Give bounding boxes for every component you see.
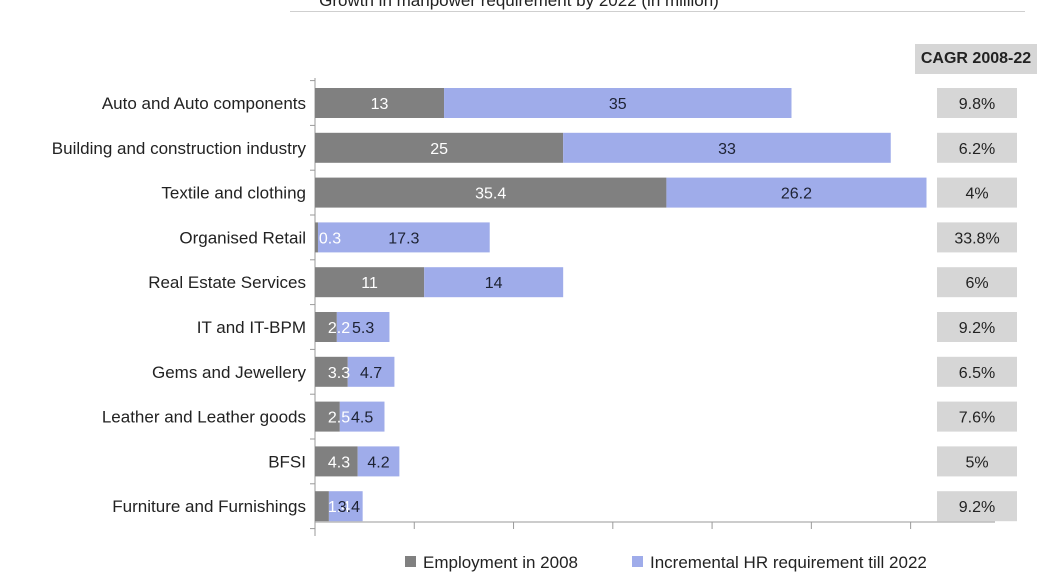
bar-employment-2008-auto-and-auto-components	[315, 88, 445, 118]
bar-incremental-leather-and-leather-goods	[339, 401, 385, 432]
bar-incremental-auto-and-auto-components	[444, 88, 792, 118]
legend-swatch-incremental	[632, 556, 643, 567]
cagr-value-it-and-it-bpm: 9.2%	[959, 320, 995, 337]
cagr-box-real-estate-services	[937, 267, 1017, 298]
data-label-employment-2008-bfsi: 4.3	[328, 454, 350, 471]
bar-employment-2008-organised-retail	[315, 222, 318, 253]
category-label-organised-retail: Organised Retail	[179, 228, 306, 247]
data-label-incremental-textile-and-clothing: 26.2	[781, 186, 812, 203]
chart-legend: Employment in 2008 Incremental HR requir…	[0, 552, 1038, 576]
bar-employment-2008-furniture-and-furnishings	[315, 491, 329, 522]
cagr-box-auto-and-auto-components	[937, 88, 1017, 118]
data-label-employment-2008-building-and-construction-industry: 25	[430, 141, 448, 158]
cagr-value-organised-retail: 33.8%	[954, 230, 999, 247]
data-label-employment-2008-organised-retail: 0.3	[319, 230, 341, 247]
bar-incremental-organised-retail	[317, 222, 490, 253]
category-label-real-estate-services: Real Estate Services	[148, 273, 306, 292]
cagr-value-bfsi: 5%	[965, 454, 988, 471]
data-label-incremental-organised-retail: 17.3	[388, 230, 419, 247]
data-label-employment-2008-real-estate-services: 11	[361, 275, 378, 292]
data-label-employment-2008-auto-and-auto-components: 13	[371, 96, 389, 113]
bar-incremental-furniture-and-furnishings	[328, 491, 363, 522]
cagr-value-furniture-and-furnishings: 9.2%	[959, 499, 995, 516]
cagr-value-real-estate-services: 6%	[965, 275, 988, 292]
cagr-value-gems-and-jewellery: 6.5%	[959, 365, 995, 382]
legend-label-employment-2008: Employment in 2008	[423, 553, 578, 572]
bar-employment-2008-it-and-it-bpm	[315, 312, 337, 342]
legend-label-incremental: Incremental HR requirement till 2022	[650, 553, 927, 572]
category-label-gems-and-jewellery: Gems and Jewellery	[152, 363, 307, 382]
data-label-employment-2008-leather-and-leather-goods: 2.5	[328, 410, 350, 427]
cagr-column-header: CAGR 2008-22	[915, 44, 1037, 74]
cagr-box-it-and-it-bpm	[937, 312, 1017, 342]
category-label-it-and-it-bpm: IT and IT-BPM	[197, 318, 306, 337]
data-label-incremental-gems-and-jewellery: 4.7	[360, 365, 382, 382]
data-label-incremental-building-and-construction-industry: 33	[718, 141, 736, 158]
bar-incremental-textile-and-clothing	[666, 177, 927, 208]
category-label-bfsi: BFSI	[268, 452, 306, 471]
title-divider	[290, 11, 1025, 12]
cagr-box-furniture-and-furnishings	[937, 491, 1017, 522]
bar-employment-2008-building-and-construction-industry	[315, 132, 564, 163]
data-label-incremental-auto-and-auto-components: 35	[609, 96, 627, 113]
bar-employment-2008-gems-and-jewellery	[315, 356, 348, 387]
stacked-bar-chart: Auto and Auto components 13 35 9.8% Building…	[52, 78, 1017, 536]
legend-swatch-employment-2008	[405, 556, 416, 567]
data-label-incremental-furniture-and-furnishings: 3.4	[338, 499, 360, 516]
data-label-incremental-bfsi: 4.2	[367, 454, 389, 471]
legend-item-employment-2008: Employment in 2008	[405, 552, 578, 574]
category-label-furniture-and-furnishings: Furniture and Furnishings	[112, 497, 306, 516]
data-label-employment-2008-it-and-it-bpm: 2.2	[328, 320, 350, 337]
cagr-box-textile-and-clothing	[937, 177, 1017, 208]
bar-employment-2008-leather-and-leather-goods	[315, 401, 340, 432]
cagr-box-bfsi	[937, 446, 1017, 477]
bar-employment-2008-textile-and-clothing	[315, 177, 667, 208]
cagr-box-organised-retail	[937, 222, 1017, 253]
cagr-box-building-and-construction-industry	[937, 132, 1017, 163]
bar-incremental-real-estate-services	[424, 267, 564, 298]
cagr-value-textile-and-clothing: 4%	[965, 186, 988, 203]
data-label-incremental-it-and-it-bpm: 5.3	[352, 320, 374, 337]
category-label-auto-and-auto-components: Auto and Auto components	[102, 94, 306, 113]
bar-employment-2008-bfsi	[315, 446, 358, 477]
bar-employment-2008-real-estate-services	[315, 267, 425, 298]
data-label-employment-2008-textile-and-clothing: 35.4	[475, 186, 506, 203]
bar-incremental-gems-and-jewellery	[347, 356, 395, 387]
data-label-incremental-real-estate-services: 14	[485, 275, 503, 292]
cagr-box-leather-and-leather-goods	[937, 401, 1017, 432]
chart-title: Growth in manpower requirement by 2022 (…	[319, 0, 719, 10]
bar-incremental-building-and-construction-industry	[563, 132, 891, 163]
bar-incremental-it-and-it-bpm	[336, 312, 390, 342]
data-label-employment-2008-gems-and-jewellery: 3.3	[328, 365, 350, 382]
data-label-employment-2008-furniture-and-furnishings: 1.4	[328, 499, 350, 516]
bar-incremental-bfsi	[357, 446, 400, 477]
category-label-building-and-construction-industry: Building and construction industry	[52, 139, 307, 158]
legend-item-incremental: Incremental HR requirement till 2022	[632, 552, 927, 574]
data-label-incremental-leather-and-leather-goods: 4.5	[351, 410, 373, 427]
cagr-value-auto-and-auto-components: 9.8%	[959, 96, 995, 113]
cagr-value-building-and-construction-industry: 6.2%	[959, 141, 995, 158]
cagr-value-leather-and-leather-goods: 7.6%	[959, 410, 995, 427]
category-label-leather-and-leather-goods: Leather and Leather goods	[102, 408, 306, 427]
cagr-box-gems-and-jewellery	[937, 356, 1017, 387]
category-label-textile-and-clothing: Textile and clothing	[161, 184, 306, 203]
